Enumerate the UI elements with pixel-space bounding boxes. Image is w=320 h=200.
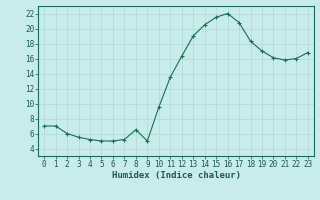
X-axis label: Humidex (Indice chaleur): Humidex (Indice chaleur) [111, 171, 241, 180]
